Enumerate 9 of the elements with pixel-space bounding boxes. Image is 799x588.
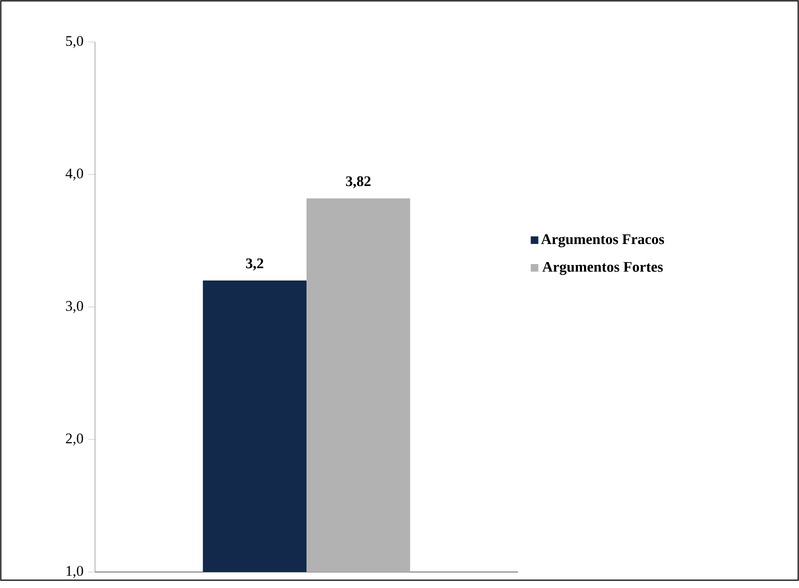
y-tick-label: 3,0 (66, 301, 84, 314)
legend-label: Argumentos Fracos (541, 234, 664, 248)
data-label: 3,2 (246, 258, 264, 271)
y-tick-label: 4,0 (66, 168, 84, 181)
y-tick-label: 2,0 (66, 434, 84, 446)
legend-label: Argumentos Fortes (542, 262, 663, 276)
y-tick-label: 5,0 (66, 36, 84, 48)
y-tick-label: 1,0 (66, 566, 84, 578)
data-label: 3,82 (346, 176, 371, 188)
